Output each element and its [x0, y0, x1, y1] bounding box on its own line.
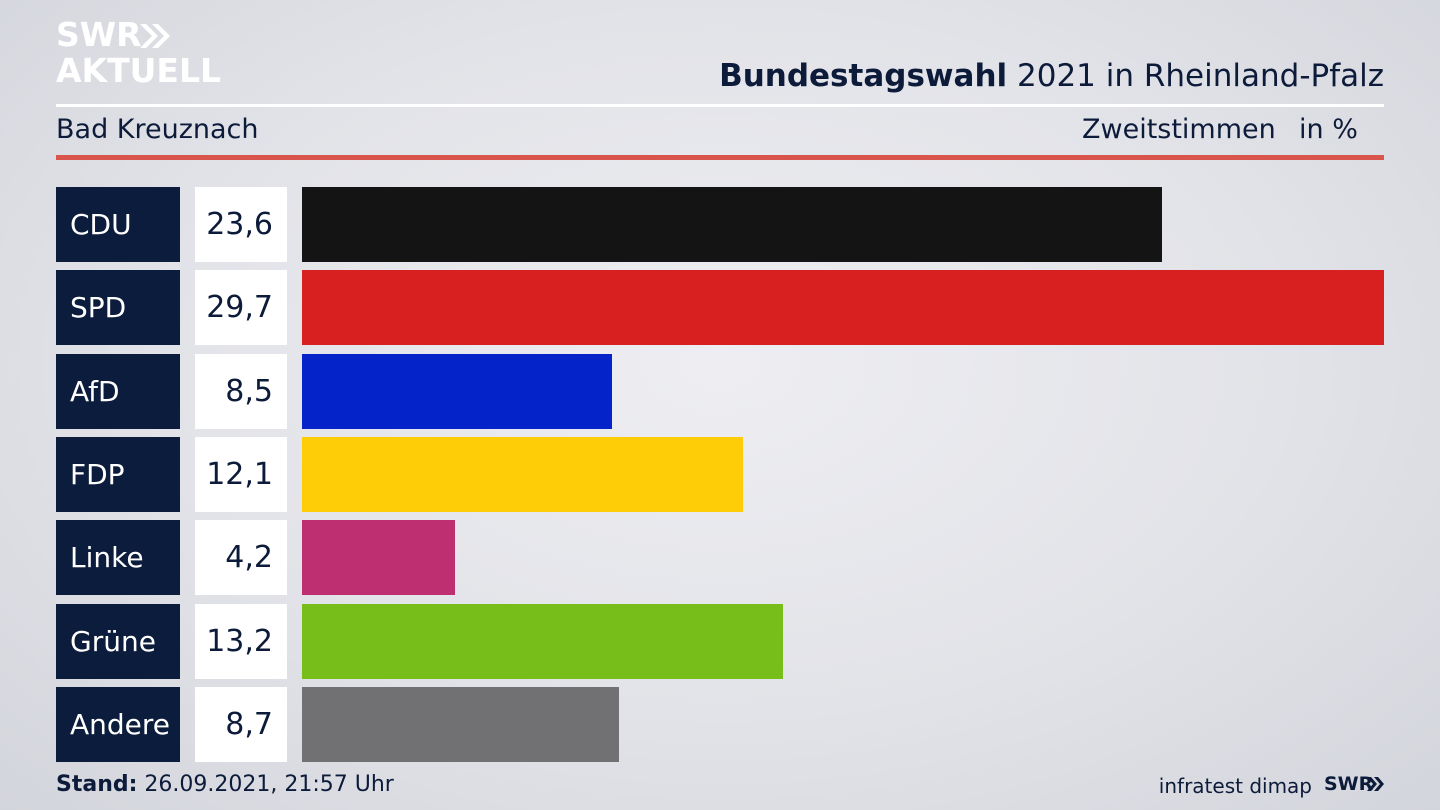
party-label: CDU [56, 187, 180, 262]
party-label: Grüne [56, 603, 180, 679]
bar-linke [302, 520, 455, 596]
unit-label: in % [1299, 114, 1358, 145]
timestamp: Stand: 26.09.2021, 21:57 Uhr [56, 772, 394, 797]
bar-row: Andere 8,7 [56, 686, 1384, 762]
bar-afd [302, 353, 612, 429]
bar-andere [302, 686, 619, 762]
bar-spd [302, 270, 1384, 346]
bar-row: CDU 23,6 [56, 187, 1384, 262]
party-label: FDP [56, 436, 180, 512]
page-title: Bundestagswahl 2021 in Rheinland-Pfalz [719, 58, 1384, 94]
bar-fdp [302, 436, 743, 512]
party-label: Linke [56, 520, 180, 596]
value-label: 23,6 [195, 187, 287, 262]
bar-grüne [302, 603, 783, 679]
value-label: 29,7 [195, 270, 287, 346]
stand-value: 26.09.2021, 21:57 Uhr [137, 772, 394, 797]
divider-red [56, 155, 1384, 160]
footer-chevrons-icon [1367, 777, 1384, 791]
footer-brand-text: SWR [1324, 773, 1374, 795]
logo-line-1: SWR [56, 15, 142, 54]
party-label: AfD [56, 353, 180, 429]
region-label: Bad Kreuznach [56, 114, 259, 145]
party-label: SPD [56, 270, 180, 346]
swr-footer-logo: SWR [1324, 773, 1386, 797]
divider-white [56, 104, 1384, 107]
stand-label: Stand: [56, 772, 138, 797]
source-label: infratest dimap [1158, 774, 1312, 798]
chevrons-icon [140, 24, 170, 48]
swr-aktuell-logo: SWR AKTUELL [56, 16, 226, 90]
value-label: 4,2 [195, 520, 287, 596]
bar-row: SPD 29,7 [56, 270, 1384, 346]
bar-row: Linke 4,2 [56, 520, 1384, 596]
logo-line-2: AKTUELL [56, 51, 222, 90]
vote-type-label: Zweitstimmen [1082, 114, 1276, 145]
value-label: 13,2 [195, 603, 287, 679]
party-label: Andere [56, 686, 180, 762]
bar-cdu [302, 187, 1162, 262]
title-rest: 2021 in Rheinland-Pfalz [1007, 58, 1384, 94]
bar-row: AfD 8,5 [56, 353, 1384, 429]
value-label: 12,1 [195, 436, 287, 512]
bar-row: FDP 12,1 [56, 436, 1384, 512]
bar-row: Grüne 13,2 [56, 603, 1384, 679]
value-label: 8,5 [195, 353, 287, 429]
title-strong: Bundestagswahl [719, 58, 1008, 94]
value-label: 8,7 [195, 686, 287, 762]
